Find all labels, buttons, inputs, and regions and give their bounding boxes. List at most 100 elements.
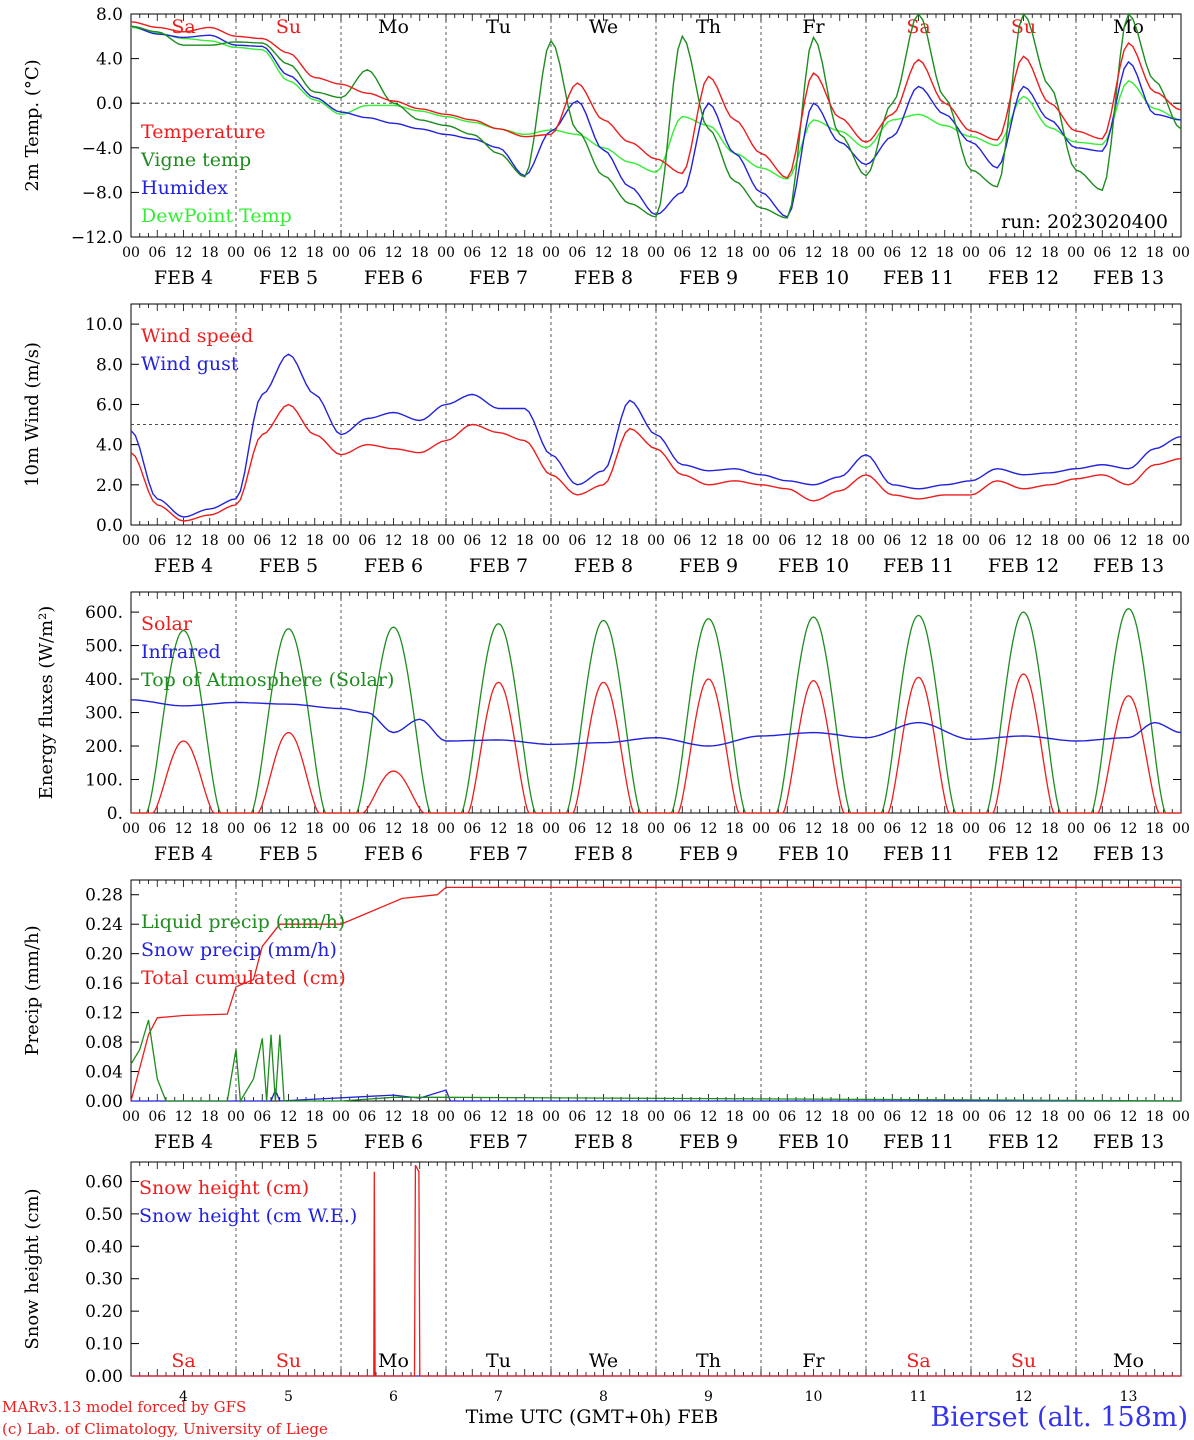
x-hour-label: 00 (1067, 245, 1085, 261)
x-hour-label: 06 (778, 533, 796, 549)
y-tick-label: 0.20 (85, 945, 123, 965)
x-hour-label: 06 (568, 821, 586, 837)
y-tick-label: 0.10 (85, 1335, 123, 1355)
series-line-3 (130, 26, 1182, 180)
x-hour-label: 12 (490, 1109, 508, 1125)
y-axis-label: 2m Temp. (°C) (22, 59, 43, 191)
x-hour-label: 00 (122, 533, 140, 549)
x-hour-label: 12 (910, 533, 928, 549)
x-hour-label: 06 (883, 245, 901, 261)
x-date-label: FEB 12 (988, 555, 1059, 577)
y-tick-label: 0.0 (96, 94, 123, 114)
y-tick-label: 200. (85, 737, 123, 757)
x-date-label: FEB 6 (364, 843, 423, 865)
x-hour-label: 00 (227, 821, 245, 837)
credit-line-1: MARv3.13 model forced by GFS (2, 1398, 246, 1416)
x-day-label: 4 (179, 1389, 188, 1405)
x-hour-label: 06 (1093, 821, 1111, 837)
x-date-label: FEB 4 (154, 1131, 213, 1153)
x-hour-label: 00 (542, 821, 560, 837)
x-day-label: 11 (910, 1389, 928, 1405)
x-hour-label: 18 (411, 245, 429, 261)
series-line-solar (131, 673, 1181, 814)
series-line-1 (130, 12, 1182, 219)
x-hour-label: 00 (647, 533, 665, 549)
y-tick-label: 500. (85, 637, 123, 657)
y-tick-label: 600. (85, 603, 123, 623)
x-date-label: FEB 9 (679, 843, 738, 865)
x-date-label: FEB 13 (1093, 267, 1164, 289)
y-tick-label: 0.0 (96, 516, 123, 536)
x-hour-label: 12 (280, 245, 298, 261)
x-hour-label: 12 (385, 533, 403, 549)
x-hour-label: 18 (936, 533, 954, 549)
x-hour-label: 12 (700, 533, 718, 549)
x-hour-label: 06 (778, 245, 796, 261)
x-date-label: FEB 7 (469, 1131, 528, 1153)
x-hour-label: 00 (122, 1109, 140, 1125)
x-hour-label: 18 (621, 245, 639, 261)
x-hour-label: 00 (332, 1109, 350, 1125)
x-hour-label: 06 (988, 1109, 1006, 1125)
series-line-0 (130, 403, 1182, 522)
x-hour-label: 12 (385, 1109, 403, 1125)
x-date-label: FEB 10 (778, 843, 849, 865)
x-hour-label: 18 (1041, 1109, 1059, 1125)
x-hour-label: 00 (332, 821, 350, 837)
weekday-label: Sa (171, 16, 195, 38)
x-hour-label: 06 (673, 245, 691, 261)
x-hour-label: 06 (778, 1109, 796, 1125)
legend-snow-height-cm-w-e: Snow height (cm W.E.) (139, 1205, 357, 1227)
x-hour-label: 06 (148, 533, 166, 549)
x-hour-label: 00 (332, 533, 350, 549)
x-hour-label: 00 (857, 821, 875, 837)
y-tick-label: 0.30 (85, 1270, 123, 1290)
x-hour-label: 00 (542, 1109, 560, 1125)
weekday-label: We (589, 16, 618, 38)
x-hour-label: 00 (437, 245, 455, 261)
weekday-label: Tu (486, 1350, 511, 1372)
weekday-label: Sa (906, 1350, 930, 1372)
panel-5: 0.00 0.10 0.20 0.30 0.40 0.50 0.60 Snow height … (22, 1161, 1182, 1405)
x-hour-label: 12 (1015, 533, 1033, 549)
weekday-label: Th (696, 1350, 721, 1372)
y-tick-label: 2.0 (96, 476, 123, 496)
series-line-1 (131, 1164, 1181, 1377)
x-hour-label: 00 (857, 245, 875, 261)
x-hour-label: 12 (1120, 245, 1138, 261)
x-day-label: 8 (599, 1389, 608, 1405)
x-hour-label: 12 (1015, 245, 1033, 261)
y-tick-label: 300. (85, 704, 123, 724)
weekday-label: Su (1011, 1350, 1036, 1372)
x-hour-label: 06 (148, 1109, 166, 1125)
x-day-label: 10 (805, 1389, 823, 1405)
x-hour-label: 00 (437, 821, 455, 837)
x-date-label: FEB 5 (259, 1131, 318, 1153)
x-hour-label: 00 (542, 245, 560, 261)
x-hour-label: 12 (700, 245, 718, 261)
x-hour-label: 12 (700, 1109, 718, 1125)
x-hour-label: 12 (805, 245, 823, 261)
y-tick-label: 100. (85, 771, 123, 791)
x-day-label: 12 (1015, 1389, 1033, 1405)
x-date-label: FEB 4 (154, 843, 213, 865)
x-hour-label: 12 (595, 245, 613, 261)
x-hour-label: 12 (280, 1109, 298, 1125)
series-line-toa (131, 608, 1181, 814)
x-hour-label: 18 (516, 245, 534, 261)
weekday-label: We (589, 1350, 618, 1372)
x-date-label: FEB 10 (778, 267, 849, 289)
y-tick-label: 0.00 (85, 1092, 123, 1112)
x-hour-label: 00 (227, 1109, 245, 1125)
x-date-label: FEB 13 (1093, 1131, 1164, 1153)
y-tick-label: −8.0 (82, 183, 123, 203)
legend-top-of-atmosphere-solar: Top of Atmosphere (Solar) (141, 669, 394, 691)
y-axis-label: Energy fluxes (W/m²) (36, 606, 57, 800)
x-hour-label: 00 (227, 533, 245, 549)
x-hour-label: 06 (148, 821, 166, 837)
y-tick-label: 6.0 (96, 395, 123, 415)
x-hour-label: 18 (831, 245, 849, 261)
x-hour-label: 18 (726, 821, 744, 837)
x-hour-label: 00 (752, 1109, 770, 1125)
x-hour-label: 12 (595, 1109, 613, 1125)
